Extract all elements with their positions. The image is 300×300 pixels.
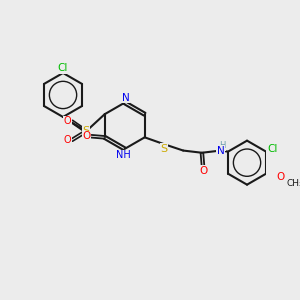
Text: S: S [160,144,167,154]
Text: NH: NH [116,150,131,160]
Text: S: S [82,126,90,136]
Text: O: O [199,166,207,176]
Text: N: N [217,146,224,156]
Text: O: O [64,135,71,145]
Text: N: N [122,93,130,103]
Text: CH₃: CH₃ [286,179,300,188]
Text: H: H [219,141,226,150]
Text: O: O [82,131,91,141]
Text: Cl: Cl [58,63,68,73]
Text: O: O [64,116,71,126]
Text: Cl: Cl [268,144,278,154]
Text: O: O [276,172,284,182]
